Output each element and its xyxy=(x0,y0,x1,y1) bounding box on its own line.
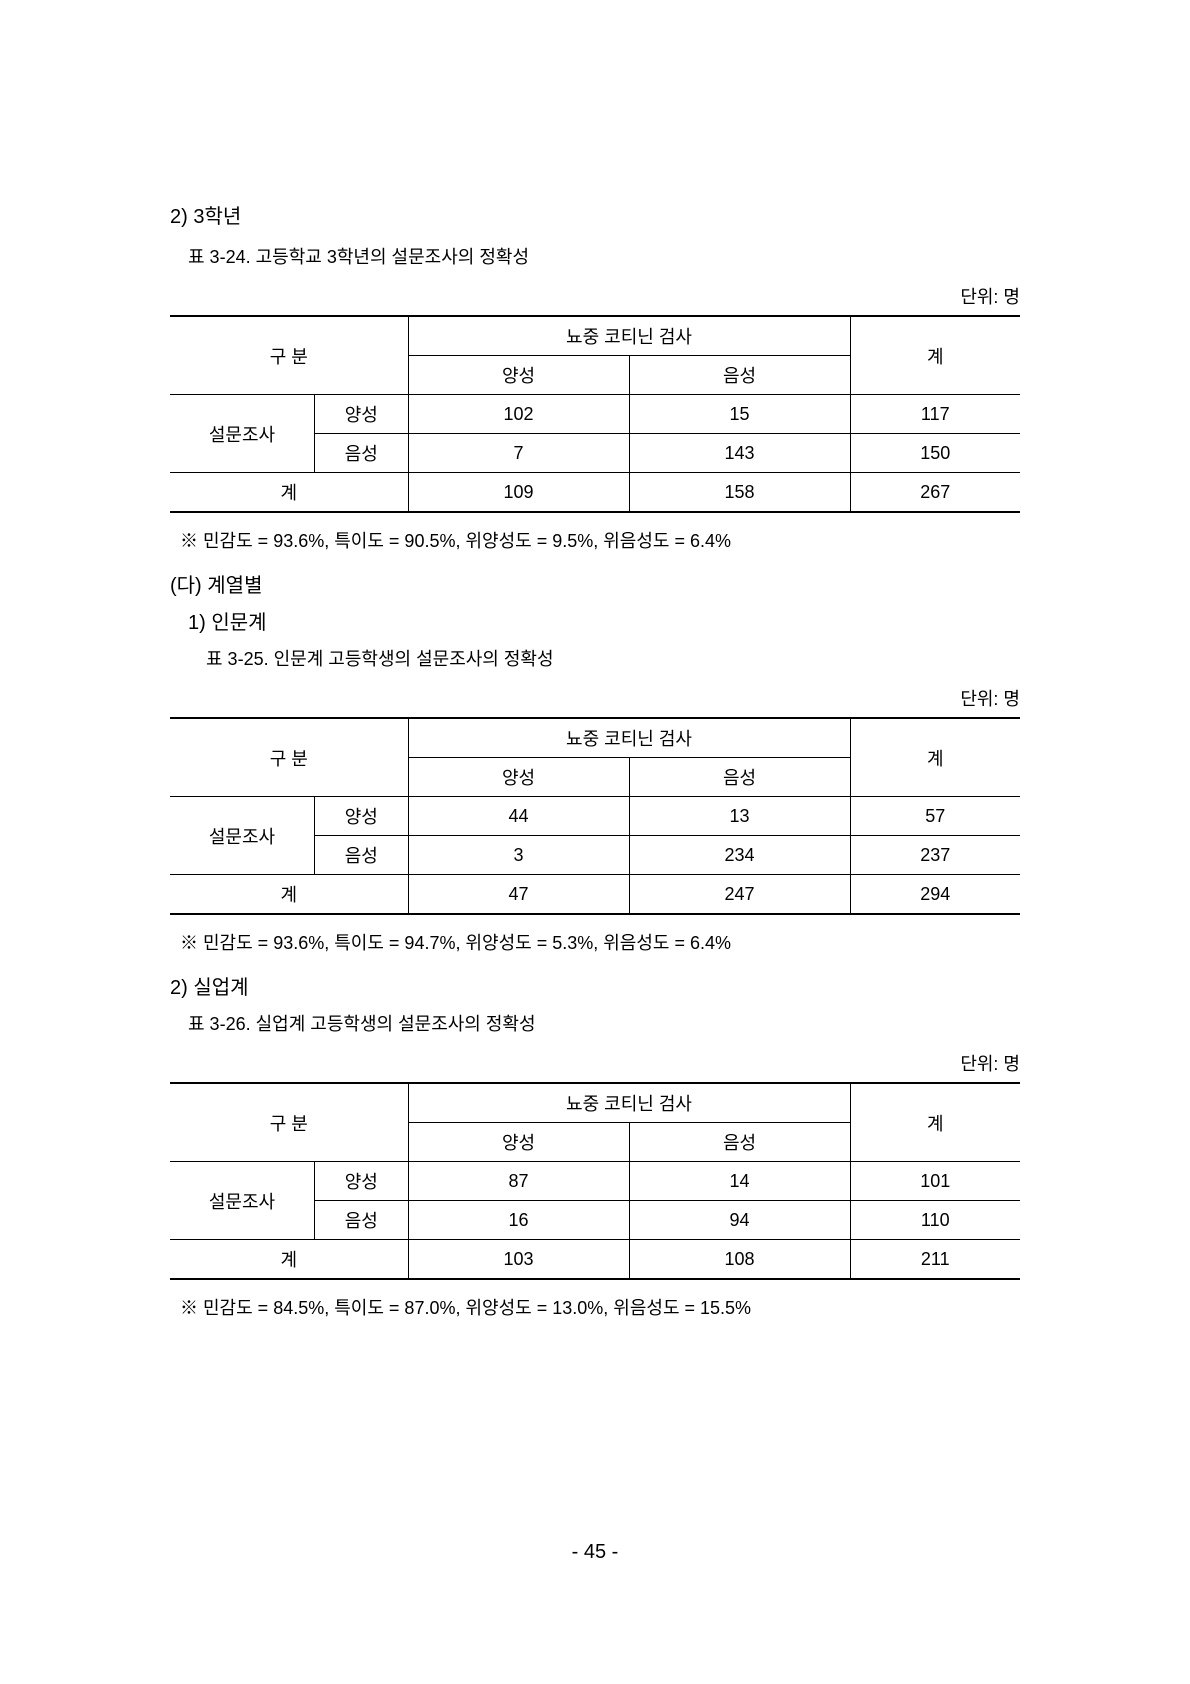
table-3-24: 구 분 뇨중 코티닌 검사 계 양성 음성 설문조사 양성 102 15 117… xyxy=(170,315,1020,513)
table-header-row-1: 구 분 뇨중 코티닌 검사 계 xyxy=(170,316,1020,356)
table-caption: 표 3-26. 실업계 고등학생의 설문조사의 정확성 xyxy=(188,1010,1020,1036)
cell: 87 xyxy=(408,1162,629,1201)
cell: 109 xyxy=(408,473,629,513)
cell: 234 xyxy=(629,836,850,875)
row-label-total: 계 xyxy=(170,875,408,915)
cell: 14 xyxy=(629,1162,850,1201)
table-row: 설문조사 양성 87 14 101 xyxy=(170,1162,1020,1201)
header-positive: 양성 xyxy=(408,758,629,797)
page-number: - 45 - xyxy=(0,1541,1190,1564)
cell: 247 xyxy=(629,875,850,915)
cell: 237 xyxy=(850,836,1020,875)
row-label-survey: 설문조사 xyxy=(170,797,315,875)
header-negative: 음성 xyxy=(629,758,850,797)
table-header-row-1: 구 분 뇨중 코티닌 검사 계 xyxy=(170,1083,1020,1123)
category-heading: (다) 계열별 xyxy=(170,569,1020,598)
cell: 13 xyxy=(629,797,850,836)
cell: 211 xyxy=(850,1240,1020,1280)
header-category: 구 분 xyxy=(170,718,408,797)
stats-note: ※ 민감도 = 84.5%, 특이도 = 87.0%, 위양성도 = 13.0%… xyxy=(180,1294,1020,1320)
unit-label: 단위: 명 xyxy=(170,685,1020,711)
cell: 294 xyxy=(850,875,1020,915)
row-label-negative: 음성 xyxy=(315,1201,409,1240)
cell: 3 xyxy=(408,836,629,875)
cell: 7 xyxy=(408,434,629,473)
table-row: 설문조사 양성 44 13 57 xyxy=(170,797,1020,836)
cell: 158 xyxy=(629,473,850,513)
cell: 47 xyxy=(408,875,629,915)
cell: 150 xyxy=(850,434,1020,473)
row-label-survey: 설문조사 xyxy=(170,395,315,473)
row-label-negative: 음성 xyxy=(315,434,409,473)
table-row-total: 계 47 247 294 xyxy=(170,875,1020,915)
header-total: 계 xyxy=(850,1083,1020,1162)
header-total: 계 xyxy=(850,718,1020,797)
section-heading: 2) 3학년 xyxy=(170,200,1020,229)
table-row-total: 계 109 158 267 xyxy=(170,473,1020,513)
header-test-group: 뇨중 코티닌 검사 xyxy=(408,718,850,758)
cell: 44 xyxy=(408,797,629,836)
cell: 101 xyxy=(850,1162,1020,1201)
header-negative: 음성 xyxy=(629,1123,850,1162)
header-positive: 양성 xyxy=(408,1123,629,1162)
row-label-positive: 양성 xyxy=(315,395,409,434)
cell: 117 xyxy=(850,395,1020,434)
stats-note: ※ 민감도 = 93.6%, 특이도 = 94.7%, 위양성도 = 5.3%,… xyxy=(180,929,1020,955)
header-test-group: 뇨중 코티닌 검사 xyxy=(408,1083,850,1123)
row-label-total: 계 xyxy=(170,1240,408,1280)
header-category: 구 분 xyxy=(170,1083,408,1162)
table-caption: 표 3-25. 인문계 고등학생의 설문조사의 정확성 xyxy=(206,645,1020,671)
cell: 15 xyxy=(629,395,850,434)
cell: 16 xyxy=(408,1201,629,1240)
cell: 267 xyxy=(850,473,1020,513)
unit-label: 단위: 명 xyxy=(170,283,1020,309)
cell: 108 xyxy=(629,1240,850,1280)
row-label-positive: 양성 xyxy=(315,1162,409,1201)
unit-label: 단위: 명 xyxy=(170,1050,1020,1076)
cell: 103 xyxy=(408,1240,629,1280)
header-positive: 양성 xyxy=(408,356,629,395)
row-label-negative: 음성 xyxy=(315,836,409,875)
table-3-26: 구 분 뇨중 코티닌 검사 계 양성 음성 설문조사 양성 87 14 101 … xyxy=(170,1082,1020,1280)
table-3-25: 구 분 뇨중 코티닌 검사 계 양성 음성 설문조사 양성 44 13 57 음… xyxy=(170,717,1020,915)
row-label-total: 계 xyxy=(170,473,408,513)
cell: 94 xyxy=(629,1201,850,1240)
table-header-row-1: 구 분 뇨중 코티닌 검사 계 xyxy=(170,718,1020,758)
table-row: 설문조사 양성 102 15 117 xyxy=(170,395,1020,434)
header-test-group: 뇨중 코티닌 검사 xyxy=(408,316,850,356)
header-category: 구 분 xyxy=(170,316,408,395)
subcategory-heading: 1) 인문계 xyxy=(188,606,1020,635)
header-total: 계 xyxy=(850,316,1020,395)
cell: 57 xyxy=(850,797,1020,836)
subcategory-heading: 2) 실업계 xyxy=(170,971,1020,1000)
cell: 102 xyxy=(408,395,629,434)
row-label-positive: 양성 xyxy=(315,797,409,836)
header-negative: 음성 xyxy=(629,356,850,395)
row-label-survey: 설문조사 xyxy=(170,1162,315,1240)
cell: 110 xyxy=(850,1201,1020,1240)
table-caption: 표 3-24. 고등학교 3학년의 설문조사의 정확성 xyxy=(188,243,1020,269)
cell: 143 xyxy=(629,434,850,473)
table-row-total: 계 103 108 211 xyxy=(170,1240,1020,1280)
stats-note: ※ 민감도 = 93.6%, 특이도 = 90.5%, 위양성도 = 9.5%,… xyxy=(180,527,1020,553)
